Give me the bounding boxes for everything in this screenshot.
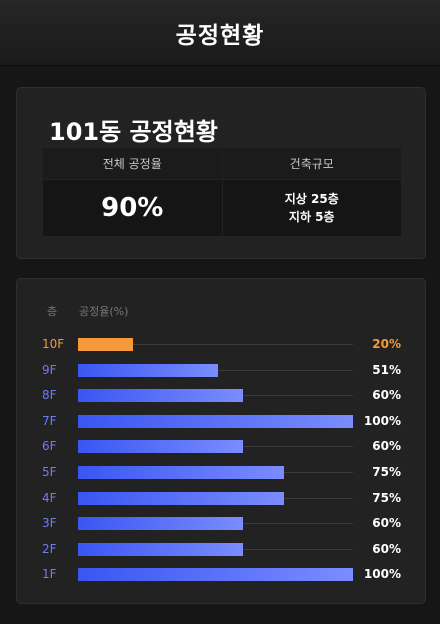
progress-bar <box>78 465 285 479</box>
percent-label: 75% <box>372 464 401 479</box>
floor-label: 1F <box>42 567 57 582</box>
page-title: 공정현황 <box>175 22 265 49</box>
progress-bar <box>78 440 243 454</box>
floor-label: 2F <box>42 541 57 556</box>
floor-column-header: 층 <box>47 305 58 318</box>
floor-row: 4F 75% <box>17 486 427 512</box>
floor-label: 5F <box>42 464 57 479</box>
floor-row: 3F 60% <box>17 511 427 537</box>
overall-rate-column: 전체 공정율 90% <box>43 148 222 236</box>
overall-rate-cell: 90% <box>43 180 222 236</box>
floor-progress-card: 층 공정율(%) 10F 20% 9F 51% 8F 60% 7F 100% 6F 60% 5F 75… <box>16 278 426 604</box>
floor-row: 6F 60% <box>17 434 427 460</box>
overall-rate-value: 90% <box>101 193 164 223</box>
percent-label: 100% <box>363 413 401 428</box>
floor-row: 10F 20% <box>17 332 427 358</box>
floor-label: 8F <box>42 388 57 403</box>
building-scale-label: 건축규모 <box>222 148 401 180</box>
info-table: 전체 공정율 90% 건축규모 지상 25층 지하 5층 <box>43 148 401 236</box>
floor-label: 9F <box>42 362 57 377</box>
floor-label: 4F <box>42 490 57 505</box>
percent-label: 60% <box>372 541 401 556</box>
floor-row: 1F 100% <box>17 562 427 588</box>
percent-label: 60% <box>372 388 401 403</box>
progress-bar <box>78 542 243 556</box>
overall-rate-label: 전체 공정율 <box>43 148 222 180</box>
bar-track <box>78 344 353 345</box>
progress-bar <box>78 491 285 505</box>
percent-label: 60% <box>372 516 401 531</box>
percent-label: 100% <box>363 567 401 582</box>
floor-progress-chart: 10F 20% 9F 51% 8F 60% 7F 100% 6F 60% 5F 75% 4F 75% 3F 6… <box>17 332 427 588</box>
progress-bar <box>78 363 219 377</box>
progress-bar <box>78 568 353 582</box>
summary-card: 101동 공정현황 전체 공정율 90% 건축규모 지상 25층 지하 5층 <box>16 87 426 259</box>
percent-label: 20% <box>372 337 401 351</box>
floor-label: 10F <box>42 337 65 351</box>
summary-title: 101동 공정현황 <box>49 118 218 146</box>
floor-row: 8F 60% <box>17 383 427 409</box>
floors-above-ground: 지상 25층 <box>284 192 339 206</box>
progress-bar <box>78 338 133 351</box>
floor-row: 9F 51% <box>17 358 427 384</box>
building-scale-column: 건축규모 지상 25층 지하 5층 <box>221 148 401 236</box>
floor-row: 2F 60% <box>17 537 427 563</box>
floor-row: 7F 100% <box>17 409 427 435</box>
rate-column-header: 공정율(%) <box>79 305 129 318</box>
progress-bar <box>78 414 353 428</box>
percent-label: 60% <box>372 439 401 454</box>
progress-bar <box>78 389 243 403</box>
floor-label: 6F <box>42 439 57 454</box>
floors-below-ground: 지하 5층 <box>288 210 335 224</box>
percent-label: 75% <box>372 490 401 505</box>
floor-row: 5F 75% <box>17 460 427 486</box>
floor-label: 7F <box>42 413 57 428</box>
percent-label: 51% <box>372 362 401 377</box>
building-scale-cell: 지상 25층 지하 5층 <box>222 180 401 236</box>
progress-bar <box>78 517 243 531</box>
floor-label: 3F <box>42 516 57 531</box>
app-header: 공정현황 <box>0 0 440 66</box>
